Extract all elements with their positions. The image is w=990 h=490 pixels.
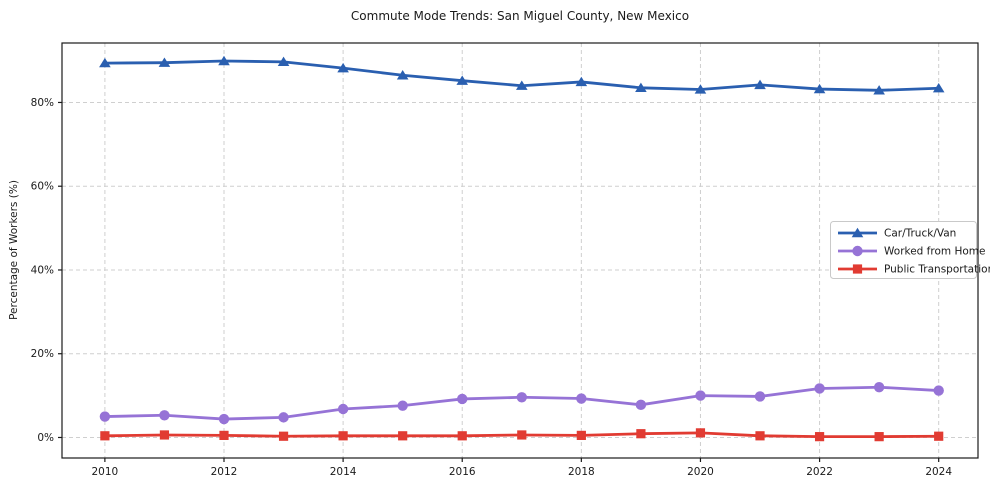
data-point-marker	[516, 392, 527, 403]
x-tick-label: 2024	[925, 466, 952, 478]
data-point-marker	[278, 431, 289, 441]
data-point-marker	[576, 430, 586, 440]
legend-box	[830, 221, 977, 279]
data-point-marker	[813, 83, 826, 94]
data-point-marker	[874, 432, 884, 442]
data-point-marker	[159, 410, 170, 421]
y-tick-label: 40%	[31, 264, 54, 276]
data-point-marker	[218, 413, 230, 425]
data-point-marker	[277, 56, 290, 67]
y-tick-label: 60%	[31, 181, 54, 193]
data-point-marker	[754, 79, 766, 90]
data-point-marker	[398, 431, 408, 441]
y-tick-label: 80%	[31, 97, 54, 109]
data-point-marker	[100, 431, 110, 441]
data-point-marker	[635, 82, 647, 93]
data-point-marker	[337, 62, 349, 73]
data-point-marker	[934, 431, 944, 441]
data-point-marker	[636, 429, 646, 439]
data-point-marker	[338, 431, 348, 441]
data-point-marker	[755, 431, 765, 441]
x-tick-label: 2018	[568, 466, 595, 478]
data-point-marker	[397, 400, 408, 411]
x-tick-label: 2016	[449, 466, 476, 478]
chart-title: Commute Mode Trends: San Miguel County, …	[350, 9, 690, 23]
x-tick-label: 2010	[92, 466, 119, 478]
legend-label-worked-from-home: Worked from Home	[884, 246, 985, 258]
legend-label-public-transportation: Public Transportation	[884, 264, 990, 276]
data-point-marker	[852, 264, 863, 274]
y-tick-label: 0%	[37, 432, 54, 444]
data-point-marker	[694, 84, 707, 94]
data-point-marker	[99, 57, 111, 68]
legend-label-car-truck-van: Car/Truck/Van	[884, 228, 956, 240]
x-tick-label: 2022	[806, 466, 833, 478]
data-point-marker	[575, 76, 588, 87]
data-point-marker	[218, 55, 230, 66]
data-point-marker	[695, 428, 706, 438]
data-point-marker	[396, 70, 409, 80]
data-point-marker	[932, 83, 945, 93]
y-tick-label: 20%	[31, 348, 54, 360]
data-point-marker	[576, 393, 587, 404]
series-worked-from-home	[99, 382, 944, 425]
data-point-marker	[278, 412, 289, 423]
series-line	[103, 385, 941, 421]
data-point-marker	[515, 80, 528, 90]
legend: Car/Truck/Van Worked from Home Public Tran…	[830, 221, 990, 279]
data-point-marker	[457, 431, 467, 441]
data-point-marker	[337, 403, 349, 415]
data-point-marker	[517, 430, 527, 440]
x-tick-label: 2020	[687, 466, 714, 478]
series-public-transportation	[100, 428, 944, 442]
data-point-marker	[873, 382, 885, 393]
data-point-marker	[852, 245, 863, 257]
data-point-marker	[635, 399, 647, 411]
plot-frame	[61, 42, 979, 459]
x-tick-label: 2014	[330, 466, 357, 478]
data-point-marker	[754, 391, 766, 402]
data-point-marker	[933, 385, 944, 396]
data-point-marker	[158, 57, 171, 67]
data-point-marker	[873, 85, 885, 95]
data-point-marker	[99, 411, 111, 422]
data-point-marker	[814, 383, 825, 394]
data-point-marker	[457, 393, 468, 405]
series-car-truck-van	[99, 55, 945, 95]
data-point-marker	[456, 75, 469, 85]
data-point-marker	[814, 432, 825, 442]
data-point-marker	[159, 430, 170, 440]
x-tick-label: 2012	[211, 466, 238, 478]
data-point-marker	[851, 227, 864, 238]
data-point-marker	[219, 430, 229, 440]
data-point-marker	[695, 390, 706, 401]
